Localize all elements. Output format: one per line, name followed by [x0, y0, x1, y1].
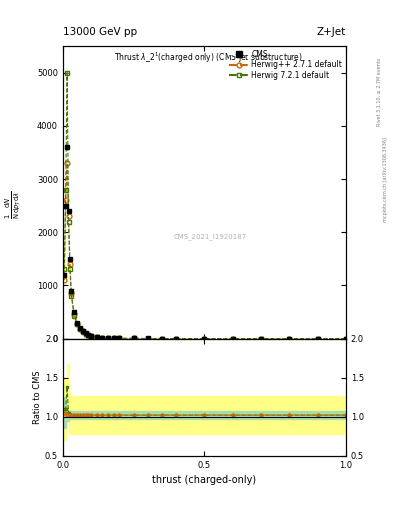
X-axis label: thrust (charged-only): thrust (charged-only)	[152, 475, 256, 485]
Legend: CMS, Herwig++ 2.7.1 default, Herwig 7.2.1 default: CMS, Herwig++ 2.7.1 default, Herwig 7.2.…	[229, 50, 342, 80]
Text: 13000 GeV pp: 13000 GeV pp	[63, 27, 137, 37]
Text: Rivet 3.1.10, ≥ 2.7M events: Rivet 3.1.10, ≥ 2.7M events	[377, 58, 382, 126]
Text: Thrust $\lambda\_2^1$(charged only) (CMS jet substructure): Thrust $\lambda\_2^1$(charged only) (CMS…	[114, 51, 303, 65]
Text: CMS_2021_I1920187: CMS_2021_I1920187	[173, 233, 247, 240]
Text: Z+Jet: Z+Jet	[317, 27, 346, 37]
Y-axis label: Ratio to CMS: Ratio to CMS	[33, 370, 42, 424]
Text: mcplots.cern.ch [arXiv:1306.3436]: mcplots.cern.ch [arXiv:1306.3436]	[383, 137, 387, 222]
Text: $\frac{1}{\mathrm{N}}\frac{\mathrm{d}N}{\mathrm{d}p_T\mathrm{d}\lambda}$: $\frac{1}{\mathrm{N}}\frac{\mathrm{d}N}{…	[4, 190, 23, 219]
